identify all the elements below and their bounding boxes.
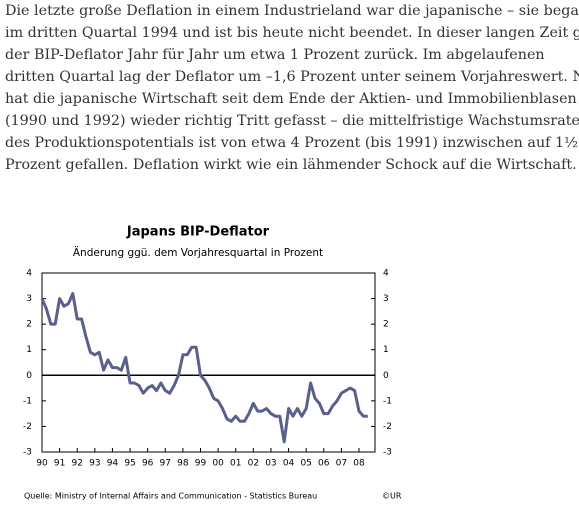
text-line: (1990 und 1992) wieder richtig Tritt gef… — [5, 113, 579, 129]
y-tick-label: -3 — [23, 448, 32, 458]
chart-title: Japans BIP-Deflator — [126, 225, 270, 240]
y2-tick-label: 0 — [383, 371, 389, 381]
y2-tick-label: 2 — [383, 320, 389, 330]
plot-frame — [41, 272, 376, 453]
y-tick-label: 4 — [26, 269, 32, 279]
y-tick-label: 3 — [26, 294, 32, 304]
x-tick-label: 06 — [318, 459, 330, 469]
text-line: hat die japanische Wirtschaft seit dem E… — [5, 91, 577, 107]
y2-tick-label: 1 — [383, 345, 389, 355]
x-tick-label: 90 — [36, 459, 48, 469]
text-line: im dritten Quartal 1994 und ist bis heut… — [5, 25, 579, 41]
y-tick-label: 1 — [26, 345, 32, 355]
x-tick-label: 98 — [177, 459, 189, 469]
x-tick-label: 05 — [300, 459, 311, 469]
y2-tick-label: 4 — [383, 269, 389, 279]
text-line: der BIP-Deflator Jahr für Jahr um etwa 1… — [5, 47, 545, 63]
source: Quelle: Ministry of Internal Affairs and… — [24, 492, 317, 501]
x-tick-label: 04 — [283, 459, 295, 469]
x-tick-label: 94 — [107, 459, 119, 469]
x-tick-label: 08 — [353, 459, 365, 469]
copyright: ©UR — [382, 492, 402, 501]
y-tick-label: 0 — [26, 371, 32, 381]
x-tick-label: 01 — [230, 459, 241, 469]
x-tick-label: 96 — [142, 459, 154, 469]
x-tick-label: 00 — [212, 459, 224, 469]
chart-subtitle: Änderung ggü. dem Vorjahresquartal in Pr… — [73, 246, 323, 259]
y-tick-label: -2 — [23, 422, 32, 432]
x-tick-label: 99 — [195, 459, 207, 469]
y-tick-label: 2 — [26, 320, 32, 330]
paragraph: Die letzte große Deflation in einem Indu… — [5, 0, 579, 176]
x-tick-label: 02 — [248, 459, 259, 469]
x-tick-label: 97 — [160, 459, 171, 469]
text-line: dritten Quartal lag der Deflator um –1,6… — [5, 69, 579, 85]
data-line — [40, 292, 368, 444]
y2-tick-label: -1 — [383, 396, 392, 406]
x-tick-label: 91 — [54, 459, 65, 469]
text-line: Die letzte große Deflation in einem Indu… — [5, 3, 579, 19]
text-line: des Produktionspotentials ist von etwa 4… — [5, 135, 578, 151]
y2-tick-label: -3 — [383, 448, 392, 458]
x-tick-label: 92 — [71, 459, 82, 469]
x-tick-label: 07 — [336, 459, 347, 469]
x-tick-label: 03 — [265, 459, 276, 469]
y2-tick-label: 3 — [383, 294, 389, 304]
x-tick-label: 93 — [89, 459, 100, 469]
x-tick-label: 95 — [124, 459, 135, 469]
y2-tick-label: -2 — [383, 422, 392, 432]
text-line: Prozent gefallen. Deflation wirkt wie ei… — [5, 157, 577, 173]
y-tick-label: -1 — [23, 396, 32, 406]
